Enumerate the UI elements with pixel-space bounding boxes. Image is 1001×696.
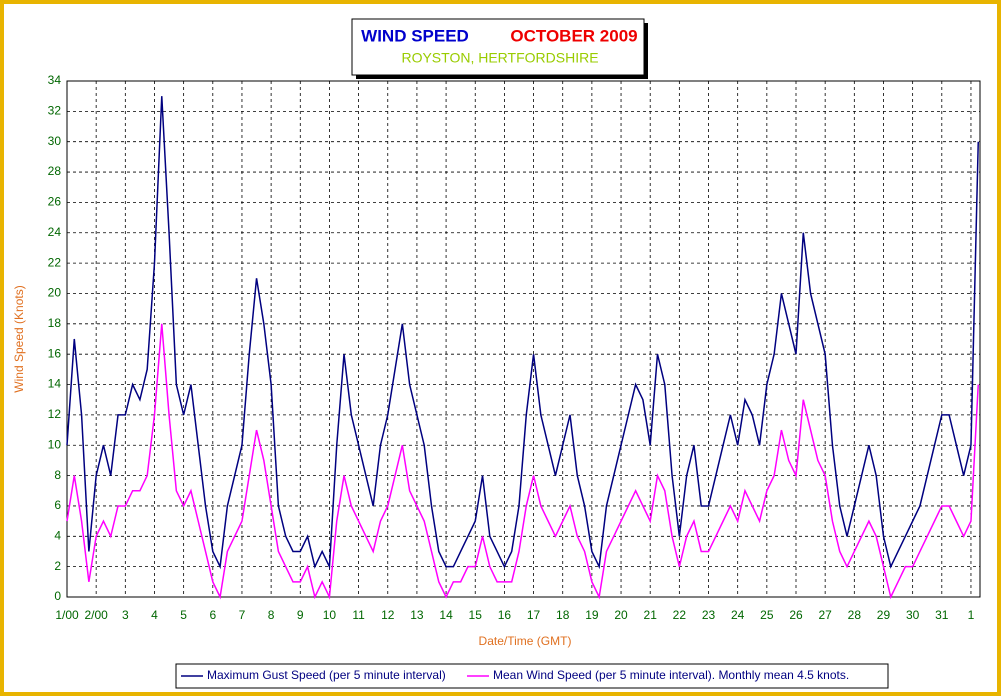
y-tick-label: 26 xyxy=(48,195,62,209)
x-tick-label: 20 xyxy=(614,608,628,622)
line-series xyxy=(66,96,980,570)
x-tick-label: 4 xyxy=(151,608,158,622)
y-tick-label: 16 xyxy=(48,346,62,360)
x-tick-label: 5 xyxy=(180,608,187,622)
y-tick-label: 20 xyxy=(48,286,62,300)
y-tick-label: 4 xyxy=(54,528,61,542)
x-tick-label: 24 xyxy=(731,608,745,622)
x-tick-label: 26 xyxy=(789,608,803,622)
legend-box xyxy=(175,663,889,689)
x-tick-label: 6 xyxy=(209,608,216,622)
legend-label: Mean Wind Speed (per 5 minute interval).… xyxy=(493,668,849,682)
x-tick-label: 3 xyxy=(122,608,129,622)
x-tick-label: 27 xyxy=(818,608,832,622)
y-tick-label: 6 xyxy=(54,498,61,512)
x-tick-label: 14 xyxy=(439,608,453,622)
y-tick-label: 10 xyxy=(48,437,62,451)
y-tick-label: 0 xyxy=(54,589,61,603)
y-tick-label: 18 xyxy=(48,316,62,330)
y-tick-label: 30 xyxy=(48,134,62,148)
y-tick-label: 34 xyxy=(48,73,62,87)
chart-subtitle: ROYSTON, HERTFORDSHIRE xyxy=(401,50,598,66)
y-tick-label: 2 xyxy=(54,559,61,573)
x-tick-label: 12 xyxy=(381,608,395,622)
x-tick-label: 21 xyxy=(644,608,658,622)
x-tick-label: 8 xyxy=(268,608,275,622)
line-series xyxy=(66,323,979,600)
y-axis-label: Wind Speed (Knots) xyxy=(12,285,26,392)
x-tick-label: 9 xyxy=(297,608,304,622)
y-tick-label: 12 xyxy=(48,407,62,421)
x-tick-label: 19 xyxy=(585,608,599,622)
x-axis-label: Date/Time (GMT) xyxy=(479,634,572,648)
x-tick-label: 31 xyxy=(935,608,949,622)
x-tick-label: 2/00 xyxy=(84,608,108,622)
chart-title: WIND SPEED xyxy=(361,26,469,45)
x-tick-label: 25 xyxy=(760,608,774,622)
x-tick-label: 10 xyxy=(323,608,337,622)
x-tick-label: 28 xyxy=(848,608,862,622)
x-tick-label: 1/00 xyxy=(55,608,79,622)
x-tick-label: 23 xyxy=(702,608,716,622)
x-tick-label: 7 xyxy=(239,608,246,622)
x-tick-label: 15 xyxy=(469,608,483,622)
y-tick-label: 28 xyxy=(48,164,62,178)
legend-label: Maximum Gust Speed (per 5 minute interva… xyxy=(207,668,446,682)
y-tick-label: 32 xyxy=(48,104,62,118)
x-tick-label: 1 xyxy=(968,608,975,622)
x-tick-label: 30 xyxy=(906,608,920,622)
x-tick-label: 22 xyxy=(673,608,687,622)
x-tick-label: 18 xyxy=(556,608,570,622)
x-tick-label: 29 xyxy=(877,608,891,622)
x-tick-label: 11 xyxy=(352,608,365,622)
y-tick-label: 24 xyxy=(48,225,62,239)
chart-title-period: OCTOBER 2009 xyxy=(510,26,637,45)
x-tick-label: 17 xyxy=(527,608,541,622)
y-tick-label: 22 xyxy=(48,255,62,269)
y-tick-label: 14 xyxy=(48,377,62,391)
title-box xyxy=(351,18,645,76)
x-tick-label: 13 xyxy=(410,608,424,622)
x-tick-label: 16 xyxy=(498,608,512,622)
y-tick-label: 8 xyxy=(54,468,61,482)
plot-background xyxy=(66,80,981,598)
